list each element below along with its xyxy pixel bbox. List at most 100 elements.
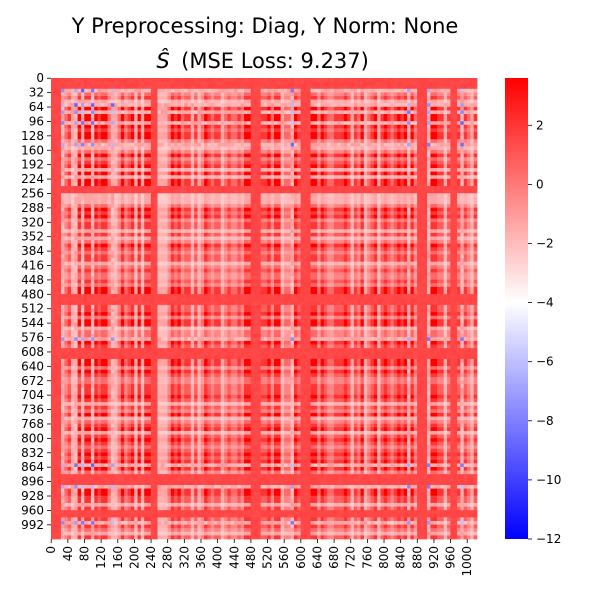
heatmap-cell <box>74 200 78 205</box>
heatmap-cell <box>100 99 105 104</box>
heatmap-cell <box>460 81 465 86</box>
heatmap-cell <box>350 178 355 183</box>
heatmap-cell <box>293 78 298 82</box>
heatmap-cell <box>437 128 441 133</box>
heatmap-cell <box>240 114 245 118</box>
heatmap-cell <box>330 103 335 108</box>
heatmap-cell <box>114 211 118 216</box>
heatmap-cell <box>110 214 115 219</box>
heatmap-cell <box>237 85 242 90</box>
heatmap-cell <box>257 121 262 126</box>
heatmap-cell <box>90 157 95 162</box>
heatmap-cell <box>124 175 128 180</box>
heatmap-cell <box>357 96 361 100</box>
heatmap-cell <box>313 106 318 111</box>
heatmap-cell <box>187 168 192 172</box>
heatmap-cell <box>247 189 252 194</box>
heatmap-cell <box>244 146 248 151</box>
heatmap-cell <box>277 193 281 198</box>
heatmap-cell <box>60 204 65 208</box>
heatmap-cell <box>77 214 82 219</box>
heatmap-cell <box>320 110 325 115</box>
heatmap-cell <box>197 85 202 90</box>
heatmap-cell <box>427 88 431 93</box>
heatmap-cell <box>264 132 268 136</box>
heatmap-cell <box>347 207 351 212</box>
heatmap-cell <box>410 128 415 133</box>
heatmap-cell <box>407 168 411 172</box>
heatmap-cell <box>440 81 445 86</box>
heatmap-cell <box>463 96 468 100</box>
heatmap-cell <box>333 214 338 219</box>
heatmap-cell <box>110 196 115 201</box>
heatmap-cell <box>237 142 242 147</box>
heatmap-cell <box>280 114 285 118</box>
heatmap-cell <box>280 160 285 165</box>
heatmap-cell <box>430 96 435 100</box>
heatmap-cell <box>473 168 478 172</box>
heatmap-cell <box>214 200 218 205</box>
heatmap-cell <box>313 200 318 205</box>
heatmap-cell <box>150 139 155 144</box>
heatmap-cell <box>250 142 255 147</box>
heatmap-cell <box>254 92 258 97</box>
heatmap-cell <box>57 204 62 208</box>
heatmap-cell <box>470 135 475 140</box>
heatmap-cell <box>427 153 431 158</box>
heatmap-cell <box>280 175 285 180</box>
heatmap-cell <box>273 193 278 198</box>
heatmap-cell <box>410 106 415 111</box>
heatmap-cell <box>460 150 465 154</box>
heatmap-cell <box>210 103 215 108</box>
heatmap-cell <box>333 196 338 201</box>
heatmap-cell <box>80 160 85 165</box>
heatmap-cell <box>353 96 358 100</box>
heatmap-cell <box>467 164 471 169</box>
heatmap-cell <box>400 200 405 205</box>
heatmap-cell <box>67 157 72 162</box>
heatmap-cell <box>114 178 118 183</box>
heatmap-cell <box>470 150 475 154</box>
heatmap-cell <box>167 171 172 176</box>
heatmap-cell <box>207 211 212 216</box>
heatmap-cell <box>154 178 158 183</box>
heatmap-cell <box>117 207 122 212</box>
heatmap-cell <box>94 204 98 208</box>
heatmap-cell <box>204 146 208 151</box>
heatmap-cell <box>167 92 172 97</box>
heatmap-cell <box>97 186 102 190</box>
heatmap-cell <box>333 211 338 216</box>
heatmap-cell <box>320 106 325 111</box>
heatmap-cell <box>110 186 115 190</box>
heatmap-cell <box>124 139 128 144</box>
heatmap-cell <box>127 103 132 108</box>
heatmap-cell <box>447 106 451 111</box>
heatmap-cell <box>377 110 381 115</box>
heatmap-cell <box>214 168 218 172</box>
heatmap-cell <box>184 196 188 201</box>
heatmap-cell <box>353 99 358 104</box>
heatmap-cell <box>167 207 172 212</box>
heatmap-cell <box>110 135 115 140</box>
heatmap-cell <box>393 200 398 205</box>
heatmap-cell <box>470 153 475 158</box>
heatmap-cell <box>164 150 168 154</box>
heatmap-cell <box>300 92 305 97</box>
heatmap-cell <box>67 81 72 86</box>
heatmap-cell <box>273 121 278 126</box>
heatmap-cell <box>370 204 375 208</box>
heatmap-cell <box>264 207 268 212</box>
heatmap-cell <box>287 146 291 151</box>
heatmap-cell <box>407 189 411 194</box>
heatmap-cell <box>164 110 168 115</box>
heatmap-cell <box>250 146 255 151</box>
heatmap-cell <box>100 121 105 126</box>
heatmap-cell <box>60 92 65 97</box>
heatmap-cell <box>383 132 388 136</box>
heatmap-cell <box>130 178 135 183</box>
heatmap-cell <box>214 96 218 100</box>
heatmap-cell <box>473 139 478 144</box>
heatmap-cell <box>167 114 172 118</box>
heatmap-cell <box>467 106 471 111</box>
heatmap-cell <box>197 92 202 97</box>
